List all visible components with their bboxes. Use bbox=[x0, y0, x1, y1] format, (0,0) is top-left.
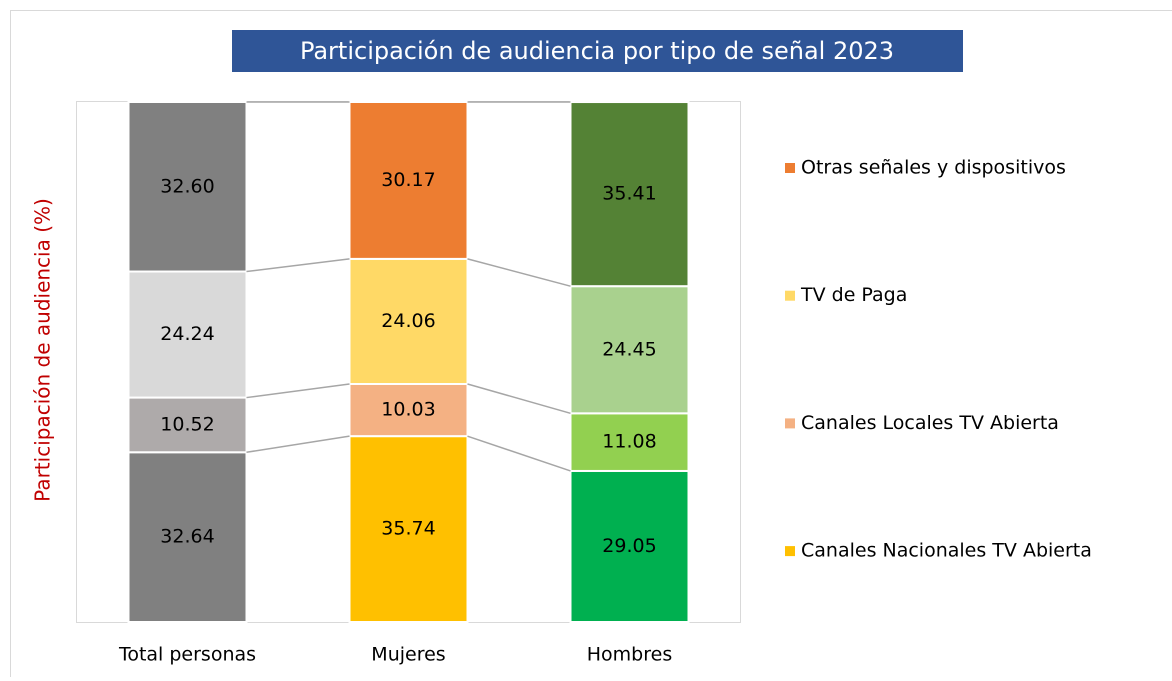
data-label: 10.52 bbox=[160, 413, 214, 435]
data-label: 24.45 bbox=[602, 338, 656, 360]
legend-swatch bbox=[785, 418, 795, 428]
legend-label: Canales Nacionales TV Abierta bbox=[801, 540, 1092, 562]
legend-label: TV de Paga bbox=[800, 284, 907, 306]
legend-swatch bbox=[785, 163, 795, 173]
legend-label: Canales Locales TV Abierta bbox=[801, 412, 1059, 434]
data-label: 30.17 bbox=[381, 169, 435, 191]
legend-swatch bbox=[785, 546, 795, 556]
data-label: 35.41 bbox=[602, 183, 656, 205]
data-label: 24.06 bbox=[381, 310, 435, 332]
x-tick-label: Hombres bbox=[587, 644, 672, 666]
legend-swatch bbox=[785, 291, 795, 301]
data-label: 35.74 bbox=[381, 518, 435, 540]
data-label: 11.08 bbox=[602, 431, 656, 453]
legend-label: Otras señales y dispositivos bbox=[801, 157, 1066, 179]
data-label: 10.03 bbox=[381, 399, 435, 421]
data-label: 32.64 bbox=[160, 526, 214, 548]
data-label: 29.05 bbox=[602, 535, 656, 557]
x-tick-label: Mujeres bbox=[371, 644, 445, 666]
data-label: 24.24 bbox=[160, 323, 214, 345]
x-tick-label: Total personas bbox=[118, 644, 256, 666]
data-label: 32.60 bbox=[160, 175, 214, 197]
y-axis-label: Participación de audiencia (%) bbox=[31, 198, 55, 502]
chart-title: Participación de audiencia por tipo de s… bbox=[300, 37, 894, 65]
